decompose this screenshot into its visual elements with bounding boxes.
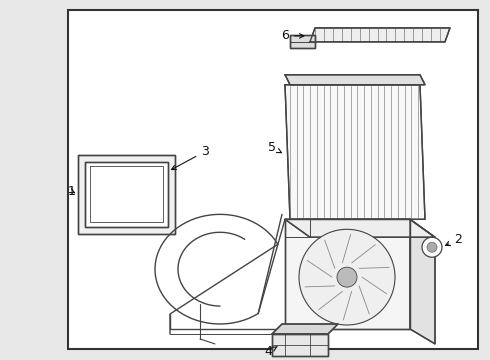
- Text: 4: 4: [264, 345, 277, 359]
- Polygon shape: [290, 35, 315, 48]
- Circle shape: [422, 237, 442, 257]
- Polygon shape: [285, 219, 410, 329]
- Circle shape: [427, 242, 437, 252]
- Text: 6: 6: [281, 30, 304, 42]
- Text: 5: 5: [268, 141, 282, 154]
- Circle shape: [299, 229, 395, 325]
- Text: 1: 1: [68, 185, 76, 198]
- Polygon shape: [310, 28, 450, 42]
- Text: 2: 2: [445, 233, 462, 246]
- Polygon shape: [285, 219, 435, 237]
- Polygon shape: [78, 154, 175, 234]
- Text: 3: 3: [172, 145, 209, 170]
- Polygon shape: [272, 334, 328, 356]
- Bar: [68, 10, 478, 349]
- Polygon shape: [285, 85, 425, 219]
- Polygon shape: [85, 162, 168, 227]
- Polygon shape: [285, 75, 425, 85]
- Polygon shape: [410, 219, 435, 344]
- Polygon shape: [272, 324, 338, 334]
- Circle shape: [337, 267, 357, 287]
